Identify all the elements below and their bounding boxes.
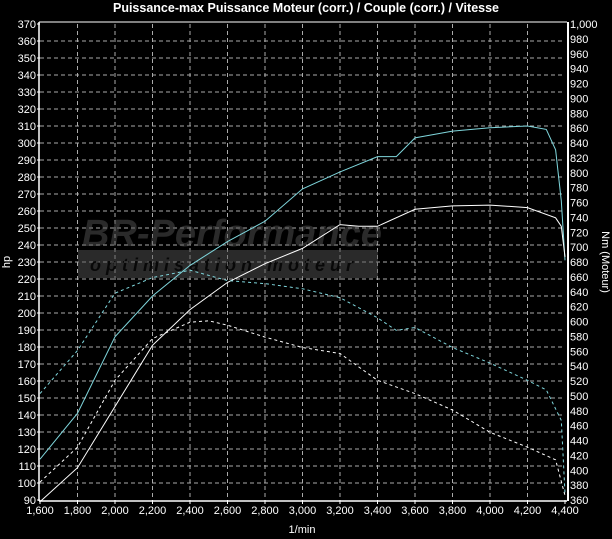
axes: 1,600 1,800 2,000 2,200 2,400 2,600 2,800 3,000… — [18, 19, 598, 517]
y-tick-label: 260 — [18, 206, 36, 218]
watermark-logo: BR-Performance optimisation moteur — [78, 213, 382, 278]
y-tick-label: 200 — [18, 308, 36, 320]
y2-tick-label: 420 — [570, 450, 588, 462]
y-tick-label: 100 — [18, 478, 36, 490]
y2-tick-label: 960 — [570, 49, 588, 61]
x-tick-label: 3,800 — [439, 505, 467, 517]
series-line-2 — [39, 269, 566, 494]
y2-tick-label: 780 — [570, 183, 588, 195]
y2-tick-label: 540 — [570, 361, 588, 373]
y2-tick-label: 1,000 — [570, 19, 598, 31]
y2-tick-label: 380 — [570, 480, 588, 492]
y2-tick-label: 880 — [570, 108, 588, 120]
y2-tick-label: 680 — [570, 257, 588, 269]
y2-tick-label: 760 — [570, 198, 588, 210]
y-tick-label: 110 — [18, 461, 36, 473]
y-tick-label: 300 — [18, 138, 36, 150]
y2-tick-label: 820 — [570, 153, 588, 165]
x-tick-label: 1,600 — [26, 505, 54, 517]
y2-tick-label: 860 — [570, 123, 588, 135]
x-tick-label: 3,400 — [364, 505, 392, 517]
x-tick-label: 3,200 — [326, 505, 354, 517]
y-tick-label: 210 — [18, 291, 36, 303]
y-tick-label: 240 — [18, 240, 36, 252]
y2-tick-label: 660 — [570, 272, 588, 284]
y2-tick-label: 520 — [570, 376, 588, 388]
y2-tick-label: 920 — [570, 79, 588, 91]
y-axis-label: hp — [1, 256, 13, 268]
y-tick-label: 190 — [18, 325, 36, 337]
y-tick-label: 350 — [18, 53, 36, 65]
y2-tick-label: 440 — [570, 436, 588, 448]
y2-tick-label: 640 — [570, 287, 588, 299]
watermark-tagline: optimisation moteur — [90, 255, 358, 275]
y-tick-label: 360 — [18, 36, 36, 48]
y-tick-label: 130 — [18, 427, 36, 439]
y2-tick-label: 740 — [570, 212, 588, 224]
y-tick-label: 310 — [18, 121, 36, 133]
y2-tick-label: 480 — [570, 406, 588, 418]
y2-tick-label: 980 — [570, 34, 588, 46]
y2-tick-label: 460 — [570, 421, 588, 433]
y-tick-label: 90 — [24, 495, 36, 507]
y-tick-label: 340 — [18, 70, 36, 82]
y2-tick-label: 400 — [570, 465, 588, 477]
y-tick-label: 320 — [18, 104, 36, 116]
y-tick-label: 290 — [18, 155, 36, 167]
y2-tick-label: 500 — [570, 391, 588, 403]
x-tick-label: 2,000 — [101, 505, 129, 517]
x-tick-label: 3,000 — [289, 505, 317, 517]
y-tick-label: 170 — [18, 359, 36, 371]
x-tick-label: 3,600 — [401, 505, 429, 517]
y2-tick-label: 900 — [570, 93, 588, 105]
y-tick-label: 280 — [18, 172, 36, 184]
y-tick-label: 370 — [18, 19, 36, 31]
watermark-band — [78, 250, 378, 278]
y-tick-label: 180 — [18, 342, 36, 354]
y2-tick-label: 600 — [570, 317, 588, 329]
y2-axis-label: Nm (Moteur) — [599, 231, 611, 293]
chart-title: Puissance-max Puissance Moteur (corr.) /… — [113, 1, 499, 15]
x-tick-label: 4,200 — [514, 505, 542, 517]
y-tick-label: 330 — [18, 87, 36, 99]
y-tick-label: 270 — [18, 189, 36, 201]
y-tick-label: 120 — [18, 444, 36, 456]
x-tick-label: 2,400 — [176, 505, 204, 517]
series-group — [39, 125, 566, 503]
y-tick-label: 250 — [18, 223, 36, 235]
y-tick-label: 220 — [18, 274, 36, 286]
y-tick-label: 150 — [18, 393, 36, 405]
y2-tick-label: 800 — [570, 168, 588, 180]
x-tick-label: 2,200 — [139, 505, 167, 517]
y-tick-label: 230 — [18, 257, 36, 269]
x-axis-label: 1/min — [289, 524, 316, 536]
y2-tick-label: 720 — [570, 227, 588, 239]
y2-tick-label: 940 — [570, 64, 588, 76]
y2-tick-label: 840 — [570, 138, 588, 150]
x-tick-label: 1,800 — [64, 505, 92, 517]
y2-tick-label: 700 — [570, 242, 588, 254]
x-tick-label: 2,800 — [251, 505, 279, 517]
x-tick-label: 2,600 — [214, 505, 242, 517]
series-line-1 — [39, 204, 566, 503]
y-tick-label: 140 — [18, 410, 36, 422]
x-tick-label: 4,000 — [476, 505, 504, 517]
y-tick-label: 160 — [18, 376, 36, 388]
y2-tick-label: 580 — [570, 331, 588, 343]
y2-tick-label: 620 — [570, 302, 588, 314]
x-tick-label: 4,400 — [551, 505, 579, 517]
y2-tick-label: 560 — [570, 346, 588, 358]
watermark-brand: BR-Performance — [82, 213, 382, 255]
y2-tick-label: 360 — [570, 495, 588, 507]
series-line-0 — [39, 125, 566, 460]
